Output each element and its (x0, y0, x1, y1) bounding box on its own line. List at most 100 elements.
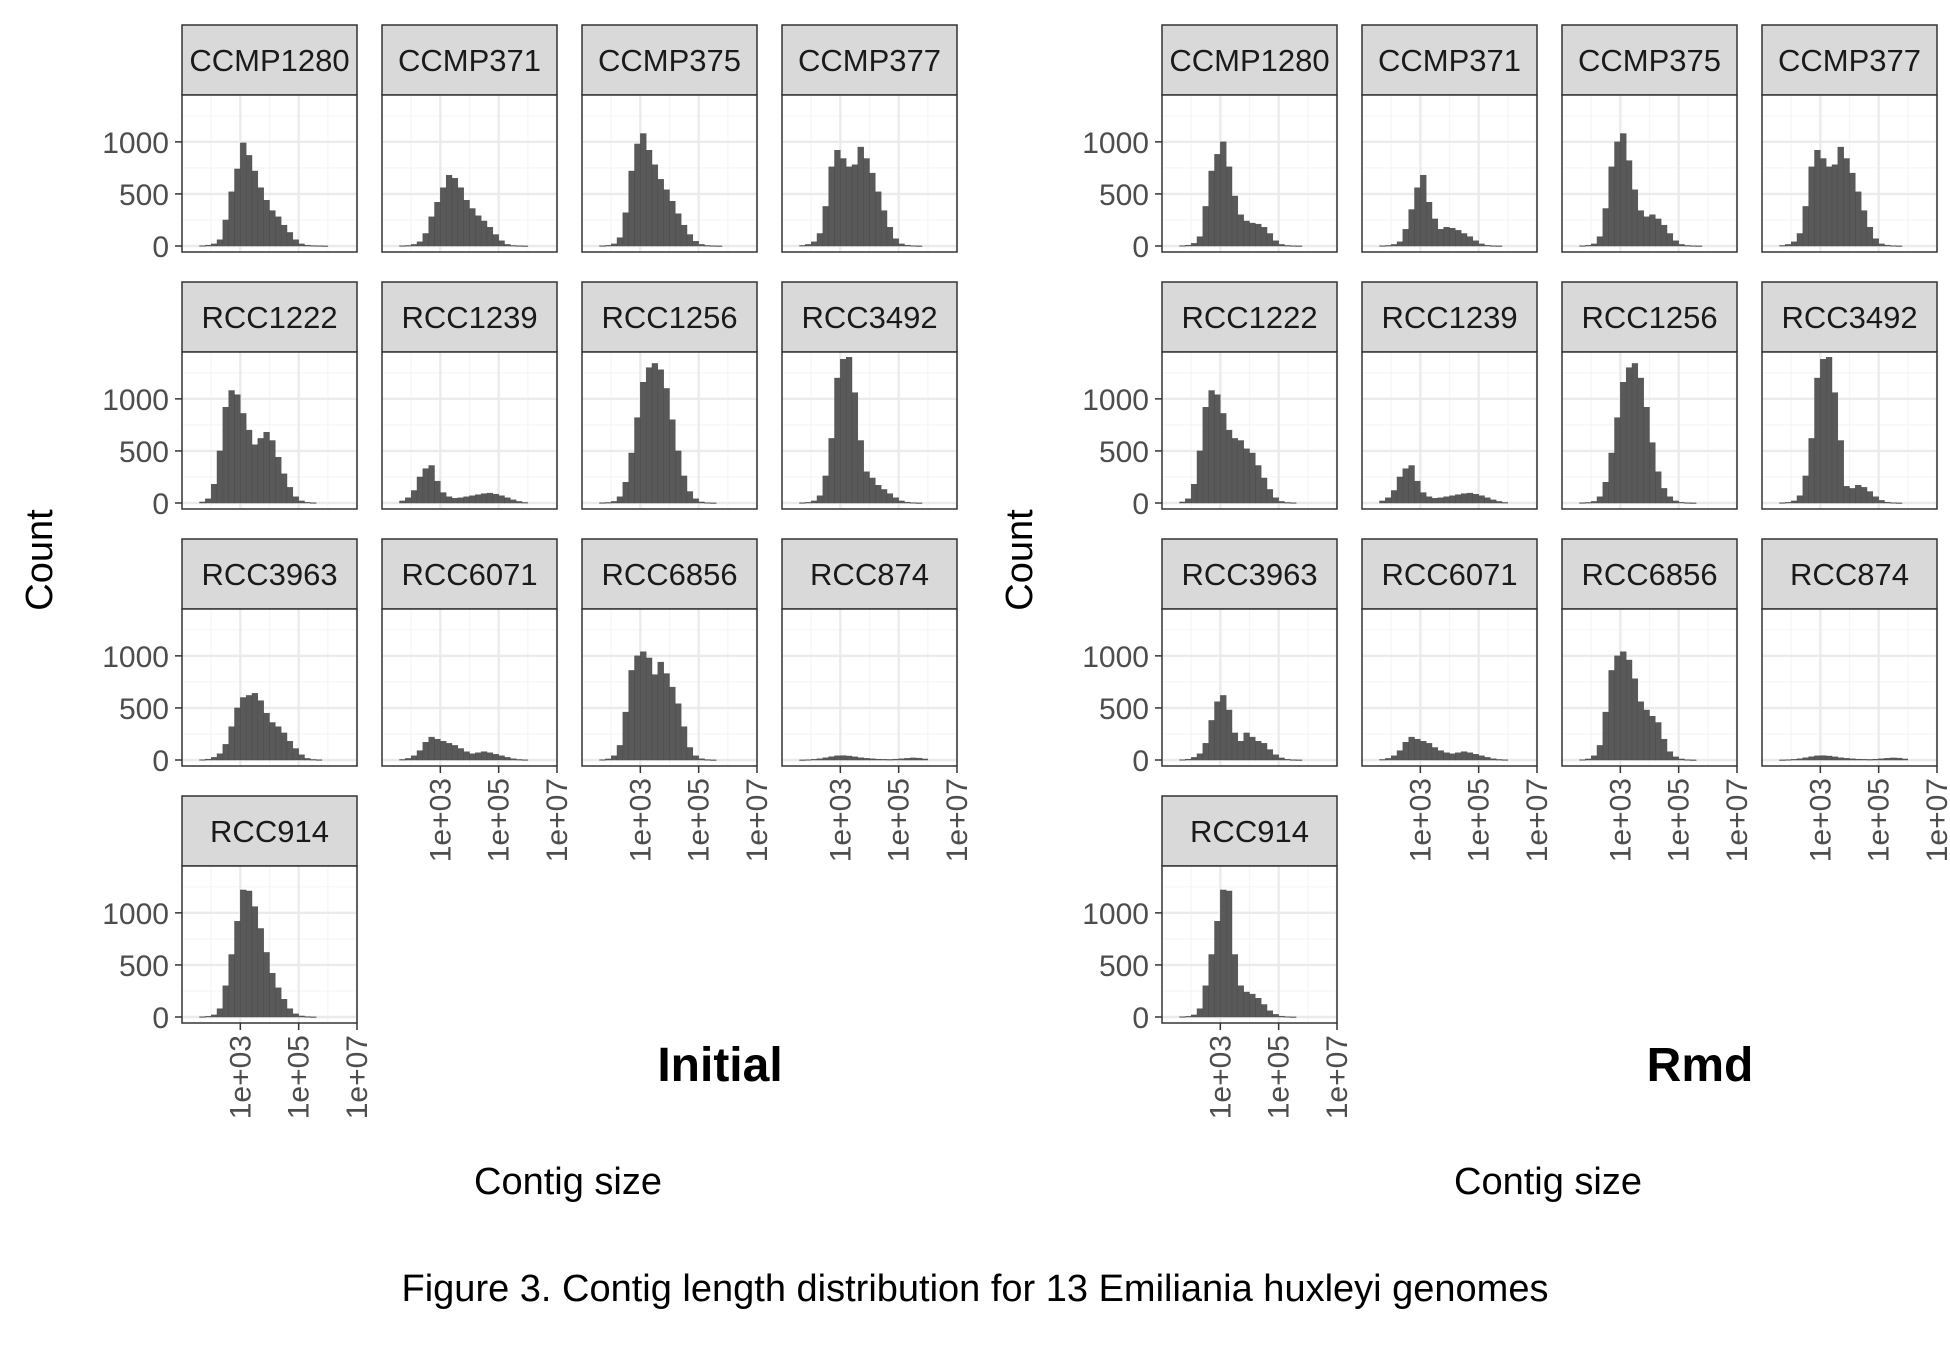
histogram-bar (440, 741, 447, 761)
facet-rcc6071: RCC6071 1e+03 1e+05 1e+07 (381, 538, 574, 862)
histogram-bar (1443, 496, 1450, 504)
x-tick-label: 1e+03 (424, 778, 457, 862)
y-tick-label: 1000 (1082, 898, 1149, 931)
histogram-bar (504, 497, 511, 504)
histogram-bar (799, 245, 806, 247)
histogram-bar (1402, 468, 1409, 504)
facet-rcc1256: RCC1256 (581, 281, 759, 510)
histogram-bar (1672, 500, 1679, 504)
histogram-bar (263, 431, 270, 504)
histogram-bar (245, 155, 253, 247)
histogram-bar (298, 754, 305, 761)
histogram-bar (480, 751, 488, 761)
histogram-bar (1660, 738, 1668, 761)
histogram-bar (1672, 756, 1679, 761)
histogram-bar (1495, 759, 1503, 761)
histogram-bar (1620, 133, 1627, 247)
histogram-bar (222, 744, 229, 761)
histogram-bar (1872, 496, 1879, 504)
facet-strip (1561, 538, 1738, 610)
histogram-bar (1660, 488, 1668, 504)
histogram-bar (263, 199, 270, 247)
histogram-bar (504, 244, 511, 247)
histogram-bar (1478, 755, 1485, 761)
histogram-bar (1890, 757, 1897, 761)
histogram-bar (1637, 701, 1644, 761)
histogram-bar (605, 502, 612, 504)
histogram-bar (1266, 749, 1274, 761)
histogram-bar (634, 655, 641, 761)
histogram-bar (269, 440, 276, 504)
facet-rcc6856: RCC6856 1e+03 1e+05 1e+07 (581, 538, 774, 862)
histogram-bar (1849, 488, 1856, 504)
histogram-bar (480, 493, 488, 504)
histogram-bar (1196, 450, 1204, 504)
histogram-bar (410, 490, 418, 504)
panel-border (581, 608, 758, 767)
histogram-bar (1260, 1004, 1268, 1018)
histogram-bar (715, 245, 723, 247)
histogram-bar (515, 501, 523, 504)
histogram-bar (428, 465, 435, 504)
histogram-bar (1220, 889, 1227, 1018)
histogram-bar (628, 452, 635, 504)
facet-strip (1561, 281, 1738, 353)
histogram-bar (310, 1016, 317, 1018)
histogram-bar (880, 210, 888, 247)
histogram-bar (1872, 758, 1879, 761)
histogram-bar (445, 743, 453, 761)
histogram-bar (275, 726, 282, 761)
histogram-bar (622, 711, 629, 761)
histogram-bar (1484, 497, 1491, 504)
histogram-bar (822, 206, 829, 247)
histogram-bar (498, 240, 505, 247)
histogram-bar (1608, 670, 1615, 761)
histogram-bar (1185, 244, 1192, 247)
histogram-bar (610, 243, 618, 247)
histogram-bar (1472, 240, 1479, 247)
panel-border (1361, 608, 1538, 767)
histogram-bar (428, 736, 435, 761)
histogram-bar (1437, 497, 1444, 504)
histogram-bar (1385, 245, 1392, 247)
histogram-bar (515, 759, 523, 761)
chart-title: Rmd (1647, 1039, 1754, 1092)
histogram-bar (310, 245, 317, 247)
histogram-bar (234, 168, 241, 247)
facet-label: RCC1256 (601, 300, 737, 335)
histogram-bar (1214, 920, 1221, 1018)
histogram-bar (521, 245, 529, 247)
histogram-bar (1596, 496, 1604, 504)
histogram-bar (1255, 223, 1262, 247)
facet-strip (581, 24, 758, 96)
histogram-bar (1825, 166, 1833, 247)
histogram-bar (1837, 757, 1844, 761)
x-tick-label: 1e+05 (483, 778, 516, 862)
histogram-bar (1249, 222, 1256, 247)
histogram-bar (915, 502, 923, 504)
histogram-bar (1260, 743, 1268, 761)
x-tick-label: 1e+07 (1321, 1035, 1354, 1119)
histogram-bar (510, 499, 517, 504)
histogram-bar (657, 179, 664, 247)
histogram-bar (1684, 502, 1691, 504)
histogram-bar (1785, 502, 1792, 504)
x-tick-label: 1e+07 (741, 778, 774, 862)
histogram-bar (1478, 495, 1485, 504)
histogram-bar (486, 752, 494, 761)
histogram-bar (1460, 493, 1468, 504)
facet-rcc1222: RCC1222 0 500 1000 (102, 281, 359, 521)
facet-rcc1239: RCC1239 (1361, 281, 1539, 510)
histogram-bar (840, 755, 847, 761)
histogram-bar (1249, 993, 1256, 1018)
histogram-bar (234, 707, 241, 761)
histogram-bar (1655, 722, 1662, 761)
histogram-bar (1649, 442, 1656, 504)
histogram-bar (1237, 985, 1244, 1018)
histogram-bar (675, 703, 682, 761)
histogram-bar (915, 245, 923, 247)
histogram-bar (1620, 651, 1627, 761)
histogram-bar (469, 753, 476, 761)
histogram-bar (799, 759, 806, 761)
histogram-bar (1231, 438, 1239, 504)
